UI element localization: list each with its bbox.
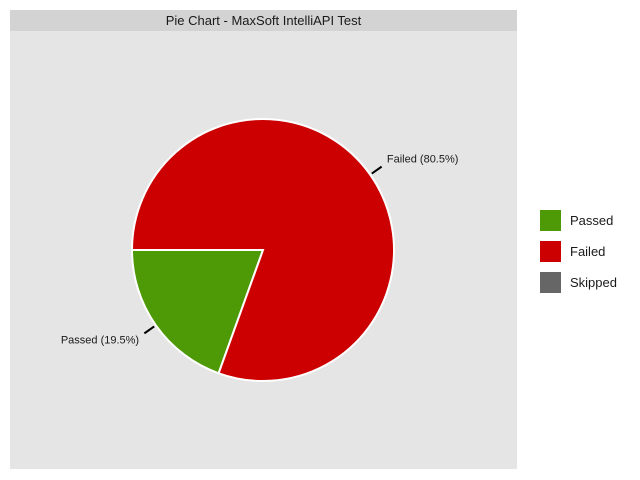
leader-line-failed [371,165,383,175]
legend-item-failed: Failed [540,240,617,262]
legend-item-passed: Passed [540,209,617,231]
legend-swatch-failed [540,240,561,262]
legend: Passed Failed Skipped [540,209,617,302]
pie-slice-passed [130,249,265,375]
leader-line-passed [143,325,155,335]
chart-title: Pie Chart - MaxSoft IntelliAPI Test [165,13,362,28]
pie-label-passed: Passed (19.5%) [61,335,139,347]
legend-item-skipped: Skipped [540,271,617,293]
pie-label-failed: Failed (80.5%) [387,153,459,165]
legend-swatch-skipped [540,271,561,293]
legend-swatch-passed [540,209,561,231]
legend-label-failed: Failed [570,243,606,259]
pie-slice-failed [130,118,395,382]
chart-title-strip: Pie Chart - MaxSoft IntelliAPI Test [10,10,517,31]
chart-panel: Pie Chart - MaxSoft IntelliAPI Test [10,10,517,469]
legend-label-passed: Passed [570,212,614,228]
legend-label-skipped: Skipped [570,274,617,290]
